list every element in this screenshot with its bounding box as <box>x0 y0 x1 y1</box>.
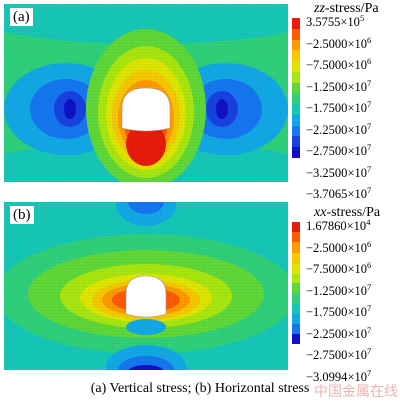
color-swatch <box>292 303 300 314</box>
tunnel-opening <box>121 87 171 132</box>
panel-label-b: (b) <box>10 206 34 224</box>
tunnel-opening <box>125 275 167 318</box>
panel-label-a: (a) <box>10 8 33 26</box>
color-scale <box>292 222 300 345</box>
legend-value: −7.5000×106 <box>306 260 372 276</box>
color-swatch <box>292 262 300 274</box>
legend-labels: 1.67860×104 −2.5000×106 −7.5000×106 −1.2500… <box>306 214 371 386</box>
color-swatch <box>292 104 300 115</box>
color-swatch <box>292 324 300 335</box>
legend-value: −3.7065×107 <box>306 185 372 201</box>
legend-value: −7.5000×106 <box>306 56 372 72</box>
xx-stress-contour <box>4 202 288 370</box>
color-swatch <box>292 114 300 126</box>
color-swatch <box>292 252 300 263</box>
color-swatch <box>292 222 300 233</box>
legend-xx-stress: xx-stress/Pa 1.67860×104 −2.5000×106 −7.50… <box>292 204 400 384</box>
color-swatch <box>292 136 300 148</box>
legend-title: xx-stress/Pa <box>314 205 381 220</box>
legend-value: −3.0994×107 <box>306 367 372 384</box>
legend-value: −3.2500×107 <box>306 163 372 180</box>
legend-value: −2.2500×107 <box>306 120 372 137</box>
legend-labels: 3.5755×105 −2.5000×106 −7.5000×106 −1.2500×… <box>306 10 371 204</box>
legend-value: −1.2500×107 <box>306 77 372 94</box>
legend-zz-stress: zz-stress/Pa 3.5755×105 −2.5000×106 −7.500… <box>292 0 400 201</box>
legend-value: −1.7500×107 <box>306 303 372 319</box>
legend-value: 1.67860×104 <box>306 217 371 233</box>
legend-title: zz-stress/Pa <box>314 1 379 16</box>
color-swatch <box>292 334 300 345</box>
color-swatch <box>292 61 300 72</box>
color-swatch <box>292 93 300 105</box>
contour-plot-vertical: (a) <box>4 4 288 182</box>
color-swatch <box>292 39 300 51</box>
color-swatch <box>292 242 300 253</box>
color-swatch <box>292 147 300 158</box>
color-swatch <box>292 283 300 294</box>
color-swatch <box>292 71 300 83</box>
legend-value: −2.2500×107 <box>306 324 372 341</box>
legend-value: −1.7500×107 <box>306 99 372 115</box>
color-swatch <box>292 50 300 62</box>
color-swatch <box>292 313 300 325</box>
watermark: 中国金属在线 <box>314 384 398 400</box>
legend-value: −2.7500×107 <box>306 346 372 362</box>
color-swatch <box>292 273 300 284</box>
color-swatch <box>292 28 300 40</box>
color-swatch <box>292 293 300 304</box>
zz-stress-contour <box>4 4 288 182</box>
color-swatch <box>292 18 300 29</box>
figure-caption: (a) Vertical stress; (b) Horizontal stre… <box>90 381 310 396</box>
legend-value: −2.5000×106 <box>306 238 372 255</box>
legend-value: 3.5755×105 <box>306 13 365 29</box>
color-swatch <box>292 82 300 94</box>
legend-value: −2.5000×106 <box>306 34 372 51</box>
color-scale <box>292 18 300 158</box>
color-swatch <box>292 232 300 243</box>
legend-value: −2.7500×107 <box>306 142 372 158</box>
contour-plot-horizontal: (b) <box>4 202 288 370</box>
legend-value: −1.2500×107 <box>306 281 372 298</box>
color-swatch <box>292 125 300 137</box>
